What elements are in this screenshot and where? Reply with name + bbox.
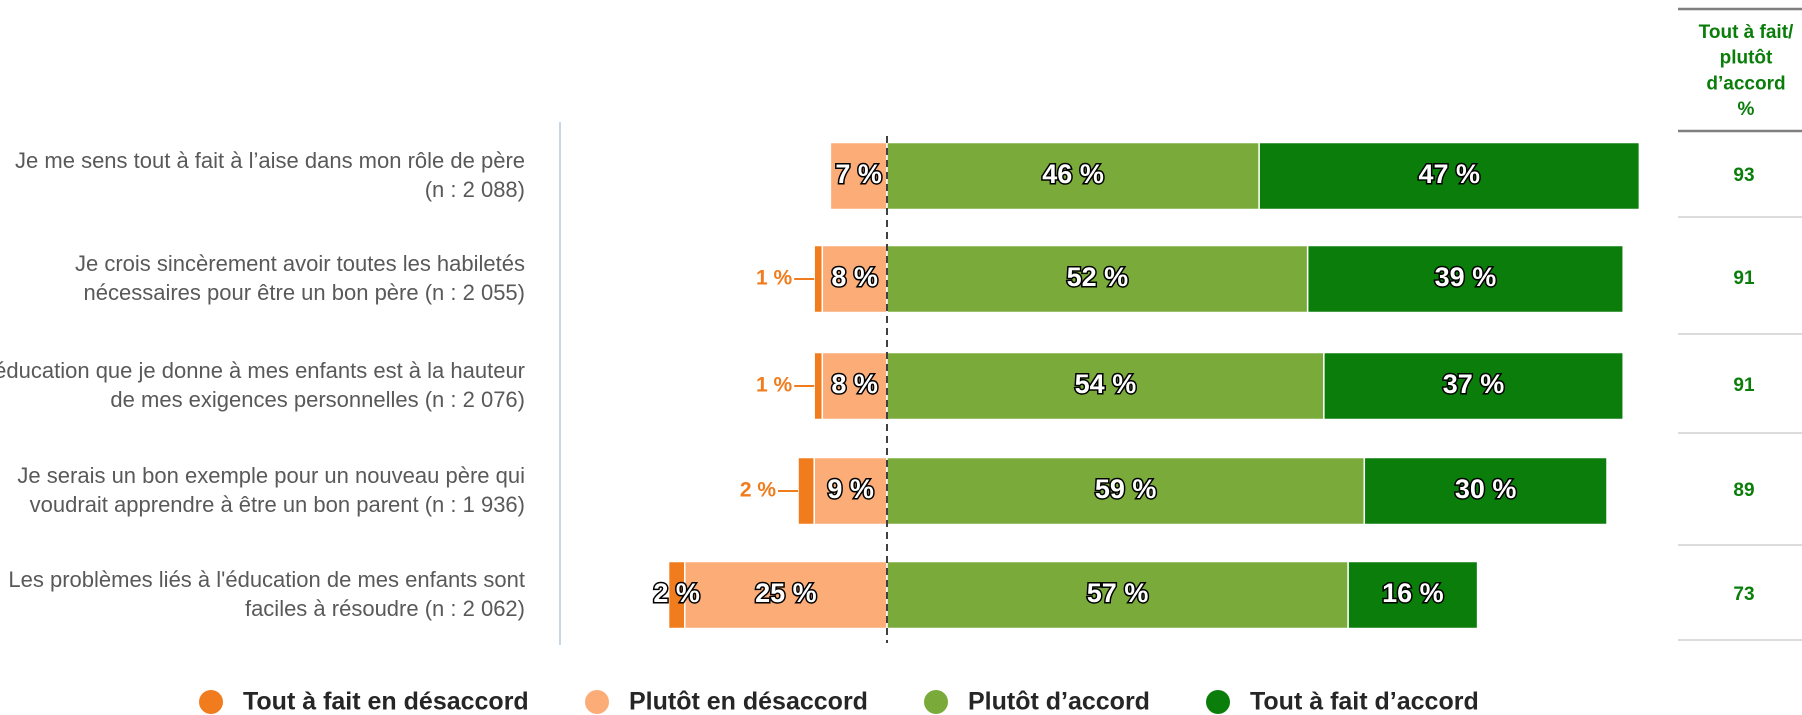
bar-segment [667, 560, 686, 630]
value-label: 7 % [835, 159, 882, 189]
bar-segment [1258, 141, 1641, 211]
value-label: 30 % [1455, 474, 1517, 504]
value-label: 39 % [1435, 262, 1497, 292]
bar-segment [1306, 244, 1624, 314]
table-value: 91 [1733, 268, 1755, 289]
bar-segment [886, 456, 1366, 526]
table-value: 73 [1733, 584, 1754, 605]
value-label: 2 % [740, 479, 777, 502]
value-label: 57 % [1087, 578, 1149, 608]
category-label: Je crois sincèrement avoir toutes les ha… [75, 251, 525, 276]
bar-segment [813, 351, 824, 421]
bar-segment [829, 141, 888, 211]
legend-label: Plutôt d’accord [968, 688, 1150, 715]
table-header: % [1738, 99, 1755, 120]
legend-swatch [585, 690, 609, 714]
legend-swatch [199, 690, 223, 714]
bar-segment [813, 244, 824, 314]
bar-segment [1323, 351, 1624, 421]
value-label: 59 % [1095, 474, 1157, 504]
value-label: 2 % [653, 578, 700, 608]
value-label: 16 % [1382, 578, 1444, 608]
value-label: 1 % [756, 374, 793, 397]
table-header: plutôt [1720, 48, 1773, 69]
category-label: Je me sens tout à fait à l’aise dans mon… [15, 148, 525, 173]
category-label: (n : 2 088) [425, 177, 525, 202]
value-label: 46 % [1042, 159, 1104, 189]
table-header: d’accord [1706, 73, 1785, 94]
legend-label: Tout à fait d’accord [1250, 688, 1479, 715]
bar-segment [886, 141, 1260, 211]
bar-segment [684, 560, 888, 630]
value-label: 25 % [755, 578, 817, 608]
bar-segment [1347, 560, 1479, 630]
table-value: 93 [1733, 165, 1754, 186]
legend-swatch [924, 690, 948, 714]
table-header: Tout à fait/ [1699, 22, 1794, 43]
bar-segment [886, 244, 1309, 314]
value-label: 47 % [1418, 159, 1480, 189]
value-label: 52 % [1067, 262, 1129, 292]
table-value: 89 [1733, 480, 1754, 501]
value-label: 1 % [756, 267, 793, 290]
bar-segment [1363, 456, 1608, 526]
legend-swatch [1206, 690, 1230, 714]
bar-segment [797, 456, 815, 526]
category-label: nécessaires pour être un bon père (n : 2… [84, 280, 526, 305]
bar-segment [821, 351, 888, 421]
value-label: 9 % [827, 474, 874, 504]
category-label: faciles à résoudre (n : 2 062) [245, 596, 525, 621]
value-label: 54 % [1075, 369, 1137, 399]
value-label: 8 % [831, 369, 878, 399]
category-label: de mes exigences personnelles (n : 2 076… [110, 387, 525, 412]
category-label: L’éducation que je donne à mes enfants e… [0, 358, 525, 383]
legend-label: Tout à fait en désaccord [243, 688, 529, 715]
value-label: 37 % [1443, 369, 1505, 399]
table-value: 91 [1733, 375, 1755, 396]
category-label: Je serais un bon exemple pour un nouveau… [17, 463, 525, 488]
category-label: voudrait apprendre à être un bon parent … [30, 492, 525, 517]
value-label: 8 % [831, 262, 878, 292]
legend-label: Plutôt en désaccord [629, 688, 868, 715]
category-label: Les problèmes liés à l'éducation de mes … [8, 567, 525, 592]
